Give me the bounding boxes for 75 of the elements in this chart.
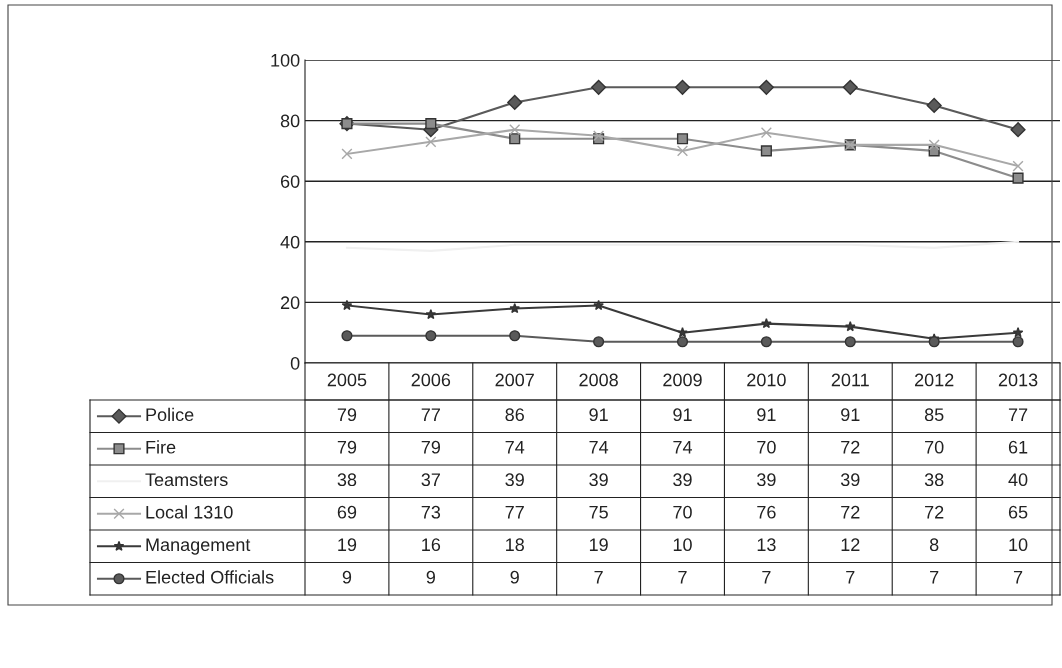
data-label: 72: [841, 440, 860, 454]
data-label: 76: [757, 505, 776, 519]
data-label: 10: [1009, 538, 1028, 552]
y-tick-label: 40: [280, 235, 300, 249]
data-label: 74: [673, 441, 693, 454]
data-label: 7: [762, 571, 771, 584]
x-tick-label: 2006: [411, 373, 451, 387]
data-label: 19: [338, 538, 357, 552]
x-tick-label: 2007: [495, 373, 534, 387]
data-label: 10: [673, 538, 692, 552]
data-label: 77: [1008, 408, 1028, 421]
data-label: 9: [342, 570, 352, 584]
data-label: 39: [673, 473, 692, 487]
data-label: 7: [846, 571, 855, 584]
data-label: 91: [841, 408, 860, 422]
x-tick-label: 2008: [579, 373, 618, 387]
data-label: 18: [506, 538, 524, 552]
data-label: 77: [505, 506, 524, 519]
y-tick-label: 0: [290, 356, 300, 370]
x-tick-label: 2013: [998, 373, 1038, 387]
data-label: 73: [421, 505, 441, 519]
data-label: 70: [673, 505, 692, 519]
data-label: 70: [925, 440, 944, 454]
data-label: 91: [589, 408, 608, 422]
data-label: 9: [426, 570, 435, 584]
x-tick-label: 2005: [327, 373, 367, 387]
data-label: 74: [589, 441, 609, 454]
data-label: 72: [925, 505, 944, 519]
data-label: 19: [589, 538, 608, 552]
y-tick-label: 80: [280, 114, 300, 128]
data-label: 70: [757, 440, 776, 454]
data-label: 7: [678, 571, 687, 584]
data-label: 39: [589, 473, 608, 487]
legend-label: Fire: [146, 440, 176, 454]
legend-label: Elected Officials: [146, 570, 274, 584]
data-label: 91: [757, 408, 776, 422]
data-label: 69: [337, 505, 357, 519]
legend-label: Local 1310: [146, 505, 233, 519]
x-tick-label: 2011: [831, 373, 869, 387]
x-tick-label: 2009: [663, 373, 702, 387]
y-tick-label: 20: [280, 296, 300, 310]
data-label: 72: [841, 505, 860, 519]
x-tick-label: 2012: [914, 373, 954, 387]
data-label: 13: [757, 538, 776, 552]
data-label: 38: [924, 473, 944, 487]
data-label: 91: [673, 408, 692, 422]
data-label: 9: [510, 570, 519, 584]
data-label: 39: [505, 473, 524, 487]
data-label: 85: [924, 408, 944, 422]
legend-label: Teamsters: [145, 473, 228, 487]
data-label: 7: [1013, 571, 1023, 584]
data-label: 74: [505, 441, 525, 454]
data-label: 37: [421, 473, 440, 487]
legend-label: Police: [146, 407, 194, 422]
data-label: 12: [841, 538, 860, 551]
data-label: 77: [421, 408, 440, 421]
data-label: 65: [1008, 505, 1028, 519]
data-label: 38: [337, 473, 357, 487]
data-label: 75: [589, 506, 608, 519]
data-label: 7: [930, 571, 939, 584]
x-tick-label: 2010: [747, 373, 786, 387]
data-label: 8: [929, 538, 939, 552]
data-label: 79: [337, 440, 357, 454]
data-label: 39: [840, 473, 860, 487]
data-label: 40: [1008, 473, 1028, 487]
legend-label: Management: [146, 538, 251, 555]
data-label: 16: [422, 538, 441, 552]
data-label: 39: [757, 473, 776, 487]
y-tick-label: 100: [271, 53, 300, 67]
data-label: 79: [421, 440, 441, 454]
data-label: 86: [505, 408, 524, 422]
data-label: 79: [337, 408, 357, 422]
data-label: 7: [594, 571, 603, 584]
y-tick-label: 60: [280, 175, 300, 188]
data-label: 61: [1008, 440, 1028, 454]
